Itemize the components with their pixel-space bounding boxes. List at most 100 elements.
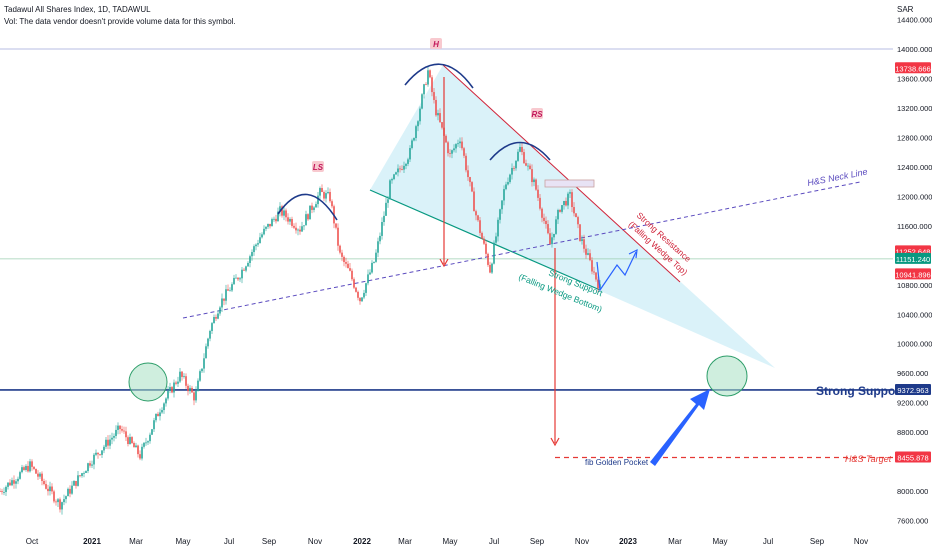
candle-body [181,371,183,377]
candle-body [465,155,467,171]
support-circle-left [128,362,168,402]
y-tick-label: 12800.000 [897,133,932,142]
x-tick-label: 2023 [619,537,637,546]
support-circle-right [706,355,748,397]
candle-body [577,217,579,225]
candle-body [103,446,105,451]
candle-body [359,297,361,302]
price-badge-bg [895,252,931,264]
price-badge-label: 11252.648 [896,247,931,256]
candle-body [265,226,267,229]
candle-body [357,291,359,298]
candle-body [355,287,357,292]
candle-body [361,297,363,302]
candle-body [69,488,71,494]
candle-body [327,191,329,194]
candle-body [221,298,223,308]
candle-body [385,202,387,216]
candle-body [575,213,577,218]
candle-body [391,179,393,181]
candle-body [173,382,175,393]
candle-body [381,222,383,236]
candle-body [169,387,171,392]
candle-body [257,243,259,245]
candle-body [17,478,19,482]
x-tick-label: May [175,537,190,546]
candle-body [85,471,87,473]
candle-body [41,473,43,481]
candle-body [285,210,287,218]
candle-body [91,464,93,466]
candle-body [115,429,117,436]
candle-body [397,168,399,173]
candle-body [179,371,181,382]
candle-body [135,445,137,448]
candle-body [511,167,513,175]
candle-body [43,480,45,485]
candle-body [565,200,567,206]
candle-body [505,184,507,190]
x-tick-label: Oct [26,537,39,546]
candle-body [177,381,179,384]
candle-body [551,237,553,245]
candle-body [389,180,391,200]
candle-body [507,182,509,185]
candle-body [367,274,369,284]
candle-body [589,253,591,261]
currency-label: SAR [897,5,914,14]
candle-body [569,192,571,194]
candle-body [483,238,485,244]
x-tick-label: Sep [262,537,277,546]
candle-body [109,439,111,446]
candle-body [23,467,25,470]
head-arc [404,63,474,89]
candle-body [63,499,65,503]
candle-body [539,197,541,209]
candle-body [287,217,289,222]
candle-body [209,330,211,339]
candle-body [47,488,49,492]
candle-body [425,84,427,86]
candle-body [279,206,281,212]
candle-body [485,243,487,254]
fib-golden-pocket-label: fib Golden Pocket [585,458,649,467]
candle-body [133,443,135,448]
candle-body [197,380,199,392]
candle-body [141,446,143,459]
candle-body [379,235,381,242]
candle-body [3,492,5,493]
candle-body [113,435,115,438]
candle-body [439,113,441,123]
candle-body [275,218,277,222]
candle-body [413,138,415,141]
candle-body [493,242,495,264]
y-tick-label: 14400.000 [897,16,932,25]
rs-label: RS [531,110,543,119]
candle-body [513,167,515,169]
candle-body [215,317,217,319]
candle-body [593,271,595,273]
candle-body [191,387,193,393]
candle-body [201,368,203,372]
chart-title: Tadawul All Shares Index, 1D, TADAWUL [4,5,151,14]
candle-body [67,488,69,497]
price-badge-label: 9372.963 [897,386,928,395]
candle-body [317,195,319,205]
candle-body [7,482,9,487]
candle-body [585,248,587,255]
candle-body [13,480,15,484]
candle-body [111,437,113,440]
candle-body [415,126,417,139]
x-tick-label: Jul [224,537,234,546]
candle-body [449,153,451,154]
candle-body [129,437,131,445]
candle-body [469,177,471,183]
candle-body [537,189,539,198]
candle-body [345,262,347,264]
candle-body [515,160,517,169]
candle-body [297,229,299,231]
candle-body [479,220,481,233]
candle-body [165,398,167,404]
y-tick-label: 13200.000 [897,104,932,113]
